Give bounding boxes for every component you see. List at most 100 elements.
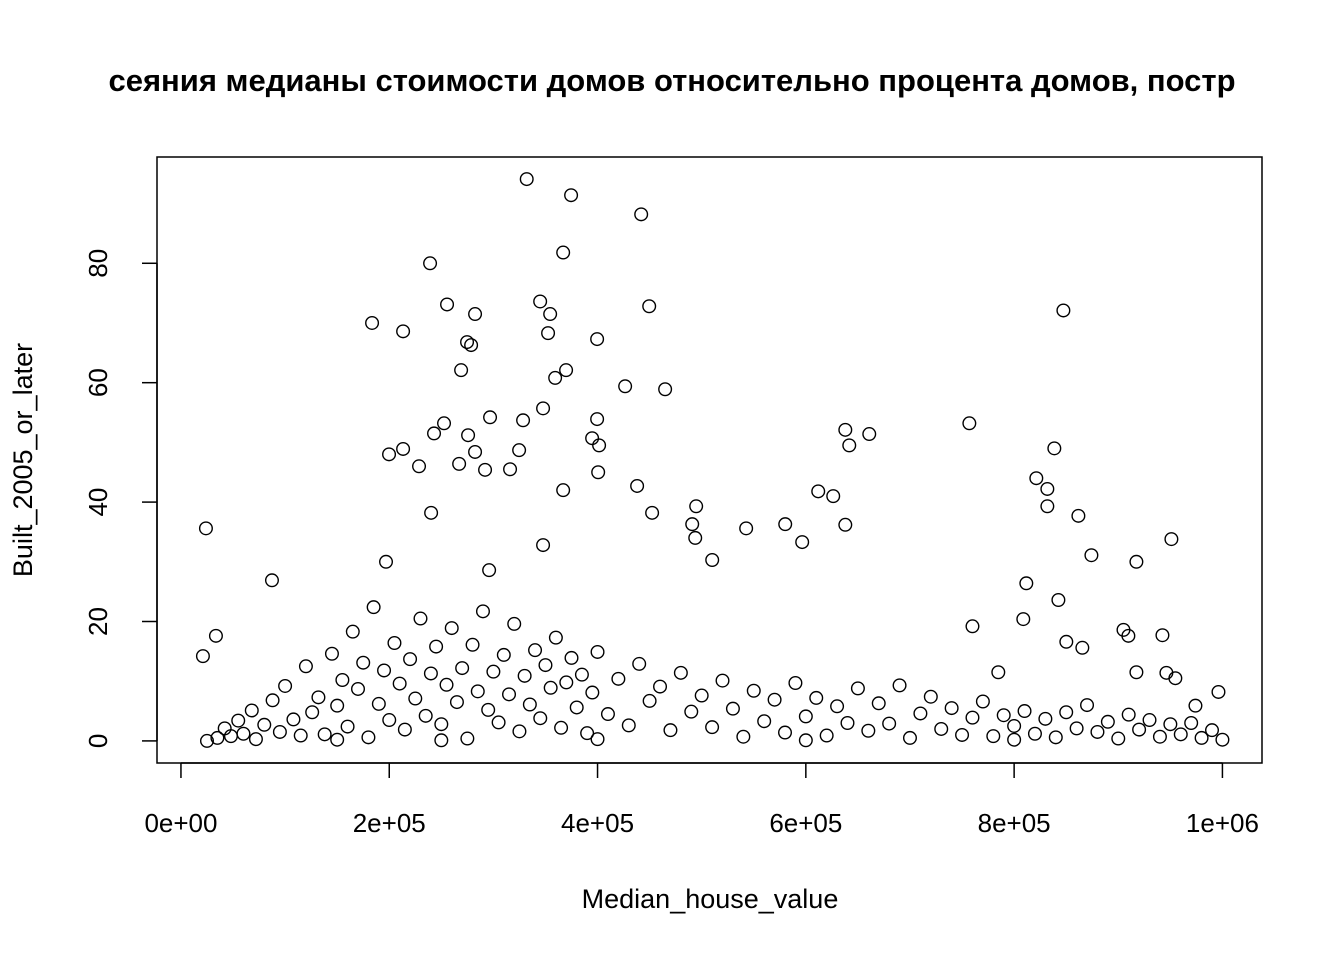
point (440, 297, 455, 312)
point (330, 698, 345, 713)
point (536, 401, 551, 416)
point (1007, 718, 1022, 733)
point (248, 732, 263, 747)
point (592, 438, 607, 453)
point (1084, 548, 1099, 563)
point (1129, 554, 1144, 569)
point (556, 245, 571, 260)
point (536, 538, 551, 553)
point (481, 702, 496, 717)
point (1132, 722, 1147, 737)
point (516, 413, 531, 428)
point (962, 416, 977, 431)
point (767, 692, 782, 707)
point (298, 659, 313, 674)
point (461, 428, 476, 443)
point (1016, 612, 1031, 627)
point (778, 725, 793, 740)
point (397, 722, 412, 737)
x-tick-label: 4e+05 (561, 808, 634, 838)
point (634, 207, 649, 222)
point (408, 691, 423, 706)
point (223, 729, 238, 744)
x-axis-label: Median_house_value (582, 884, 839, 914)
point (715, 673, 730, 688)
point (1040, 481, 1055, 496)
point (1188, 698, 1203, 713)
point (688, 530, 703, 545)
point (1051, 593, 1066, 608)
point (673, 665, 688, 680)
point (830, 699, 845, 714)
point (1142, 713, 1157, 728)
point (437, 416, 452, 431)
point (311, 690, 326, 705)
point (862, 427, 877, 442)
point (1080, 698, 1095, 713)
point (455, 661, 470, 676)
point (236, 726, 251, 741)
point (590, 732, 605, 747)
point (1152, 729, 1167, 744)
point (1173, 727, 1188, 742)
point (460, 731, 475, 746)
point (512, 443, 527, 458)
point (503, 462, 518, 477)
point (1121, 628, 1136, 643)
point (1075, 640, 1090, 655)
point (694, 688, 709, 703)
point (423, 666, 438, 681)
point (439, 677, 454, 692)
point (340, 719, 355, 734)
point (1007, 732, 1022, 747)
point (739, 521, 754, 536)
point (554, 720, 569, 735)
point (569, 700, 584, 715)
point (559, 363, 574, 378)
point (548, 630, 563, 645)
point (996, 708, 1011, 723)
point (618, 379, 633, 394)
point (528, 643, 543, 658)
point (798, 733, 813, 748)
point (217, 721, 232, 736)
point (272, 724, 287, 739)
point (892, 678, 907, 693)
point (642, 693, 657, 708)
point (465, 637, 480, 652)
point (778, 517, 793, 532)
point (580, 726, 595, 741)
point (590, 644, 605, 659)
point (1121, 707, 1136, 722)
point (382, 713, 397, 728)
point (1040, 499, 1055, 514)
point (590, 412, 605, 427)
point (600, 707, 615, 722)
point (517, 668, 532, 683)
point (1069, 721, 1084, 736)
point (366, 600, 381, 615)
point (838, 422, 853, 437)
point (543, 307, 558, 322)
point (1047, 441, 1062, 456)
point (1056, 303, 1071, 318)
point (986, 729, 1001, 744)
point (449, 695, 464, 710)
point (819, 728, 834, 743)
point (1017, 704, 1032, 719)
point (387, 635, 402, 650)
point (1194, 730, 1209, 745)
point (585, 431, 600, 446)
point (1211, 684, 1226, 699)
point (838, 517, 853, 532)
point (413, 611, 428, 626)
point (427, 426, 442, 441)
point (522, 697, 537, 712)
point (1090, 724, 1105, 739)
point (538, 658, 553, 673)
point (1168, 671, 1183, 686)
point (257, 717, 272, 732)
point (1163, 717, 1178, 732)
